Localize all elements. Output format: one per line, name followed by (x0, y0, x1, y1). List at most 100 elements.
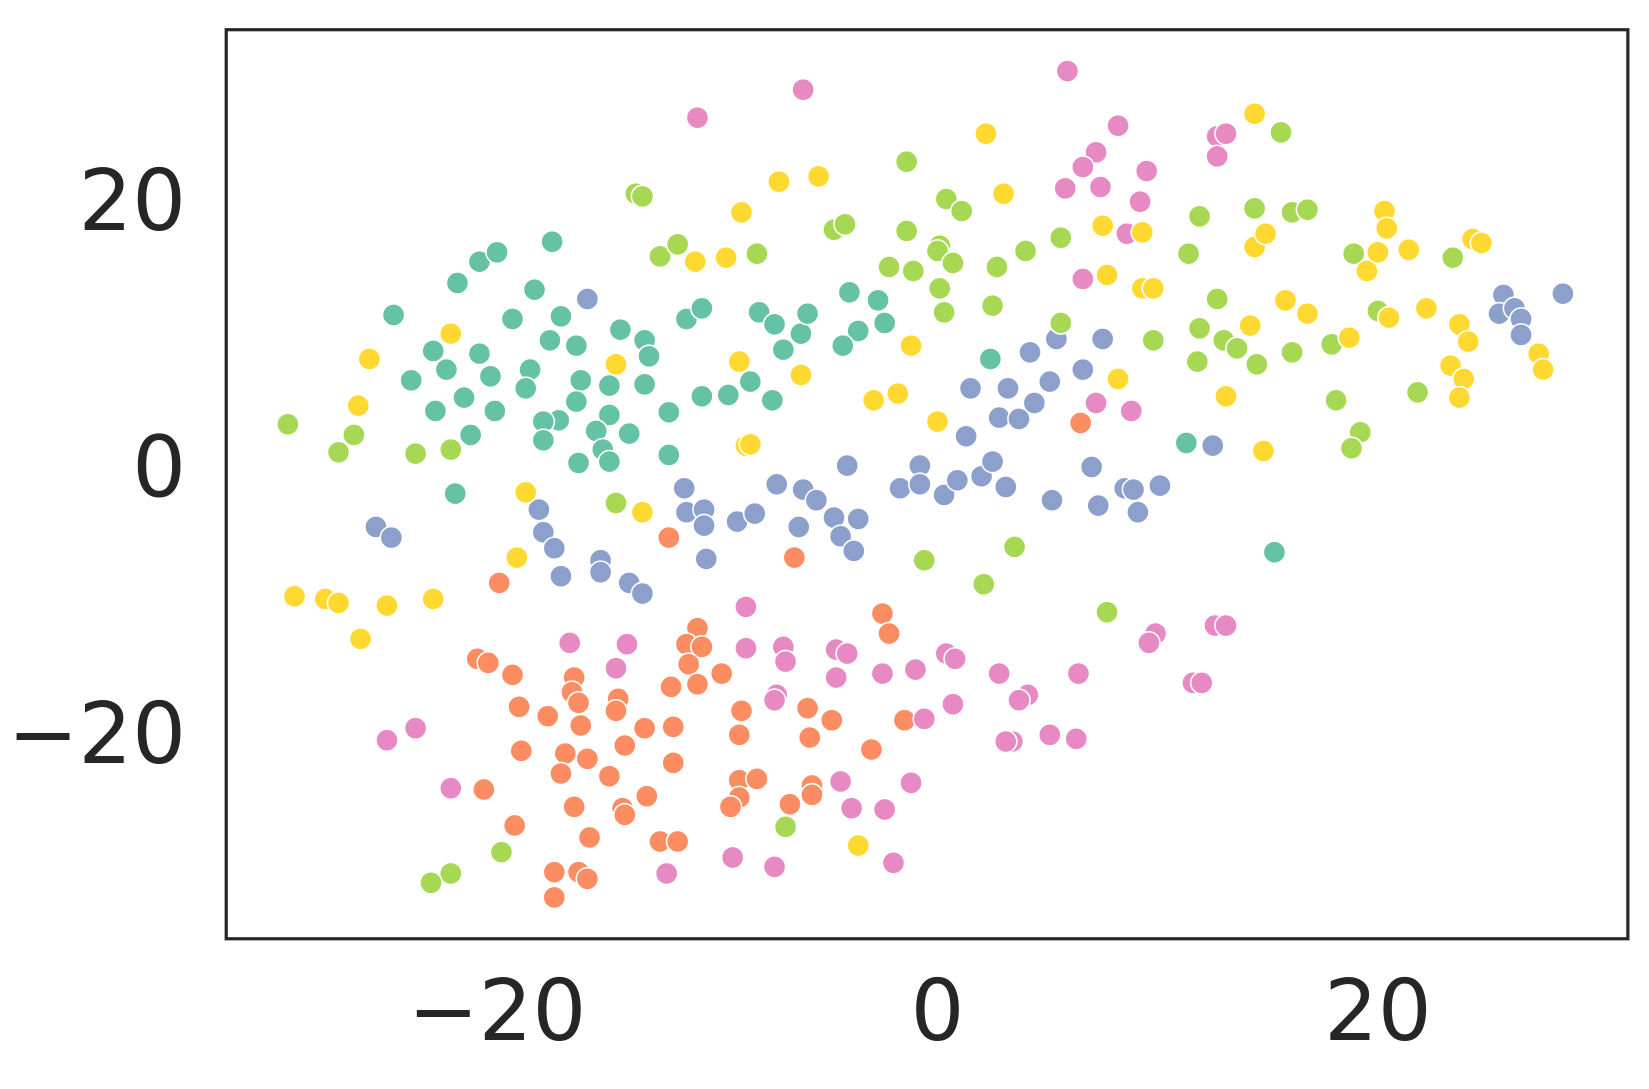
point (978, 347, 1003, 371)
point (656, 525, 681, 550)
point (685, 672, 710, 697)
point (800, 782, 824, 807)
point (1068, 411, 1093, 435)
point (375, 593, 399, 618)
point (1377, 305, 1401, 330)
point (438, 776, 463, 801)
point (1121, 477, 1146, 502)
point (597, 449, 622, 474)
point (993, 475, 1018, 499)
point (974, 121, 998, 146)
y-tick-label: 0 (132, 419, 186, 517)
point (985, 255, 1009, 279)
point (604, 491, 628, 515)
point (1013, 239, 1038, 263)
point (1295, 301, 1320, 326)
point (778, 792, 802, 817)
point (837, 280, 862, 305)
point (403, 441, 428, 466)
point (1269, 120, 1293, 145)
x-tick-label: 20 (1324, 962, 1432, 1060)
point (996, 376, 1020, 401)
point (476, 650, 501, 675)
point (1200, 433, 1225, 458)
point (661, 750, 686, 775)
x-tick-label: 0 (911, 962, 965, 1060)
point (1469, 231, 1494, 255)
point (980, 449, 1005, 474)
point (661, 714, 686, 739)
point (443, 481, 468, 506)
point (771, 337, 796, 362)
point (1531, 357, 1555, 382)
point (357, 347, 382, 371)
point (932, 300, 956, 325)
point (1341, 241, 1366, 266)
point (958, 376, 983, 401)
point (538, 328, 562, 353)
point (564, 389, 589, 414)
point (1251, 439, 1276, 463)
point (513, 376, 538, 401)
point (342, 423, 366, 447)
point (888, 476, 912, 501)
point (566, 690, 591, 715)
point (824, 665, 849, 690)
point (1214, 384, 1238, 409)
point (773, 814, 798, 839)
point (604, 656, 628, 681)
point (1205, 287, 1230, 311)
point (903, 657, 928, 682)
point (980, 293, 1005, 318)
point (604, 352, 628, 377)
point (568, 713, 593, 738)
point (549, 304, 573, 329)
point (1189, 670, 1214, 695)
point (282, 584, 307, 609)
point (830, 333, 855, 358)
point (1106, 367, 1130, 391)
point (828, 524, 853, 549)
point (791, 77, 816, 102)
point (1405, 380, 1430, 405)
point (1187, 316, 1212, 341)
point (1242, 101, 1267, 126)
point (877, 255, 901, 279)
point (540, 229, 565, 254)
point (1055, 59, 1080, 83)
point (423, 399, 448, 423)
point (819, 708, 844, 733)
point (1238, 313, 1263, 338)
point (901, 259, 926, 283)
point (458, 423, 483, 447)
point (1141, 328, 1166, 353)
point (773, 649, 798, 674)
point (630, 581, 655, 606)
point (1447, 385, 1472, 410)
point (348, 626, 373, 651)
point (1048, 311, 1073, 335)
point (786, 515, 811, 539)
point (899, 770, 923, 795)
point (789, 321, 813, 346)
point (612, 802, 637, 827)
point (941, 251, 965, 275)
point (654, 861, 679, 886)
point (1262, 540, 1287, 565)
point (806, 164, 831, 189)
point (742, 501, 767, 526)
point (1090, 213, 1115, 238)
point (870, 601, 895, 626)
point (1339, 436, 1364, 461)
point (727, 722, 752, 747)
point (489, 840, 514, 865)
point (542, 860, 567, 885)
point (1128, 189, 1152, 214)
point (932, 483, 956, 507)
point (870, 661, 895, 686)
point (1119, 399, 1144, 423)
point (912, 548, 937, 573)
point (527, 497, 551, 522)
point (1174, 431, 1199, 455)
point (1148, 473, 1172, 498)
